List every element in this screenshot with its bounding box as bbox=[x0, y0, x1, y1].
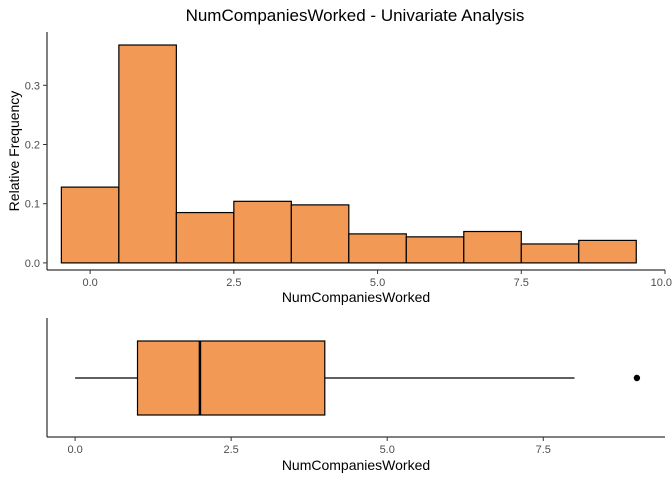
histogram-bar bbox=[233, 200, 292, 264]
histogram-bar bbox=[60, 186, 120, 264]
chart-title: NumCompaniesWorked - Univariate Analysis bbox=[186, 6, 525, 25]
histogram-bar bbox=[463, 230, 522, 264]
histogram-x-ticks: 0.0 2.5 5.0 7.5 10.0 bbox=[82, 270, 672, 289]
histogram-y-ticks: 0.0 0.1 0.2 0.3 bbox=[25, 80, 47, 270]
y-tick-label: 0.1 bbox=[25, 199, 40, 211]
x-tick-label: 0.0 bbox=[67, 444, 82, 456]
x-tick-label: 5.0 bbox=[370, 277, 385, 289]
x-tick-label: 7.5 bbox=[514, 277, 529, 289]
histogram-x-axis-title: NumCompaniesWorked bbox=[282, 289, 430, 305]
histogram-bar bbox=[520, 243, 580, 264]
histogram-bars bbox=[60, 44, 637, 264]
boxplot-marks bbox=[75, 340, 641, 416]
boxplot-x-ticks: 0.0 2.5 5.0 7.5 bbox=[67, 437, 551, 456]
histogram-bar bbox=[118, 44, 177, 264]
x-tick-label: 0.0 bbox=[82, 277, 97, 289]
x-tick-label: 2.5 bbox=[226, 277, 241, 289]
x-tick-label: 10.0 bbox=[651, 277, 672, 289]
boxplot-box bbox=[136, 340, 326, 416]
y-tick-label: 0.3 bbox=[25, 80, 40, 92]
y-tick-label: 0.0 bbox=[25, 258, 40, 270]
histogram-y-axis-title: Relative Frequency bbox=[6, 91, 22, 212]
histogram-bar bbox=[578, 239, 637, 264]
histogram-bar bbox=[348, 233, 407, 264]
boxplot-panel: 0.0 2.5 5.0 7.5 NumCompaniesWorked bbox=[46, 318, 665, 473]
histogram-panel: NumCompaniesWorked - Univariate Analysis… bbox=[6, 6, 672, 305]
x-tick-label: 2.5 bbox=[224, 444, 239, 456]
y-tick-label: 0.2 bbox=[25, 139, 40, 151]
histogram-bar bbox=[175, 211, 235, 264]
boxplot-x-axis-title: NumCompaniesWorked bbox=[282, 457, 430, 473]
histogram-bar bbox=[290, 204, 350, 264]
x-tick-label: 5.0 bbox=[380, 444, 395, 456]
boxplot-outlier bbox=[633, 374, 641, 382]
histogram-bar bbox=[405, 236, 465, 264]
x-tick-label: 7.5 bbox=[536, 444, 551, 456]
